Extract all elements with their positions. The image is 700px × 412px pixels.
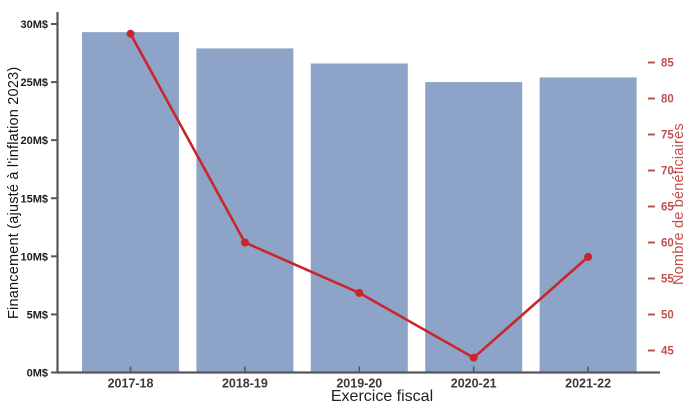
bar-2018-19	[196, 48, 294, 372]
right-tick-label: 85	[661, 58, 674, 70]
x-tick-label: 2017-18	[108, 377, 154, 391]
right-tick-label: 60	[661, 238, 674, 250]
right-tick-label: 65	[661, 202, 674, 214]
left-axis-title: Financement (ajusté à l'inflation 2023)	[6, 66, 22, 320]
line-point-2020-21	[469, 353, 478, 362]
right-tick-label: 70	[661, 166, 674, 178]
right-tick-label: 55	[661, 274, 674, 286]
bar-2019-20	[310, 63, 408, 372]
left-tick-label: 10M$	[20, 251, 48, 263]
x-tick-label: 2021-22	[565, 377, 611, 391]
left-tick-label: 0M$	[27, 368, 48, 380]
line-point-2019-20	[355, 288, 364, 297]
right-tick-label: 75	[661, 130, 674, 142]
right-tick-label: 45	[661, 346, 674, 358]
x-tick-label: 2020-21	[451, 377, 497, 391]
right-tick-label: 50	[661, 310, 674, 322]
right-axis-title: Nombre de bénéficiaires	[671, 123, 687, 285]
line-point-2018-19	[240, 238, 249, 247]
bar-2017-18	[82, 32, 179, 372]
x-tick-label: 2019-20	[336, 377, 382, 391]
bar-2020-21	[425, 82, 523, 372]
left-tick-label: 15M$	[20, 193, 48, 205]
left-tick-label: 25M$	[20, 77, 48, 89]
left-tick-label: 20M$	[20, 135, 48, 147]
left-tick-label: 30M$	[20, 19, 48, 31]
x-tick-label: 2018-19	[222, 377, 268, 391]
left-tick-label: 5M$	[27, 309, 48, 321]
bar-2021-22	[539, 77, 637, 372]
x-axis-title: Exercice fiscal	[330, 388, 434, 405]
line-point-2017-18	[126, 29, 135, 38]
right-tick-label: 80	[661, 94, 674, 106]
line-point-2021-22	[584, 252, 593, 261]
